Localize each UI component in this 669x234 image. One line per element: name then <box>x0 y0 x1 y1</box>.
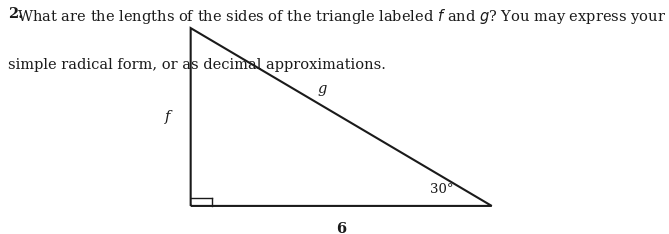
Text: g: g <box>317 82 326 96</box>
Text: 6: 6 <box>336 222 347 234</box>
Text: 30°: 30° <box>429 183 454 196</box>
Text: simple radical form, or as decimal approximations.: simple radical form, or as decimal appro… <box>8 58 386 73</box>
Text: What are the lengths of the sides of the triangle labeled $f$ and $g$? You may e: What are the lengths of the sides of the… <box>8 7 669 26</box>
Text: f: f <box>165 110 170 124</box>
Text: 2.: 2. <box>8 7 23 21</box>
